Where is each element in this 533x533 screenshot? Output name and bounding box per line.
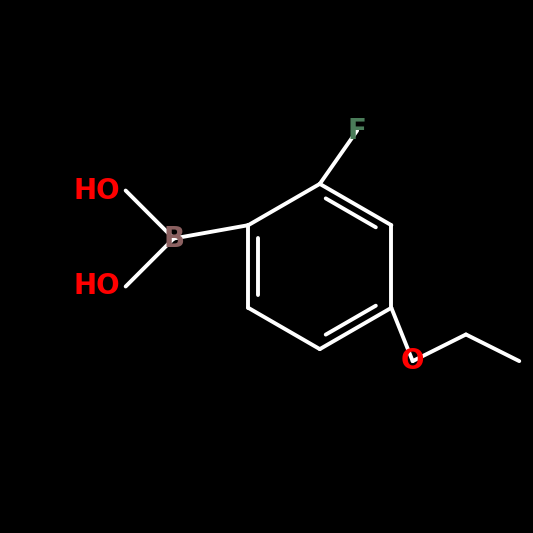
Text: B: B [163,224,184,253]
Text: F: F [348,117,367,144]
Text: O: O [401,347,424,375]
Text: HO: HO [74,176,120,205]
Text: HO: HO [74,272,120,301]
